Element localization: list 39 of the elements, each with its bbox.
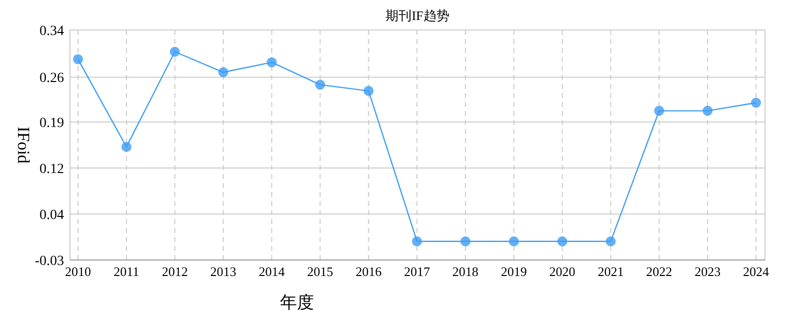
x-tick-label: 2012 [162, 264, 188, 279]
x-tick-label: 2022 [646, 264, 672, 279]
y-tick-label: 0.26 [40, 71, 64, 86]
y-tick-label: 0.04 [40, 208, 64, 223]
point [73, 54, 83, 64]
point [266, 57, 277, 68]
y-tick-label: -0.03 [34, 254, 64, 269]
point [121, 142, 132, 152]
x-tick-label: 2023 [694, 264, 721, 279]
y-tick-label: 0.34 [40, 24, 64, 39]
x-tick-label: 2021 [598, 264, 624, 279]
x-tick-label: 2017 [404, 264, 430, 279]
x-axis-title: 年度 [280, 293, 314, 312]
x-tick-label: 2020 [549, 264, 576, 279]
x-tick-label: 2024 [743, 264, 770, 279]
point [170, 46, 180, 57]
point [751, 98, 761, 108]
point [702, 106, 713, 116]
chart-title: 期刊IF趋势 [386, 8, 450, 23]
x-tick-label: 2018 [452, 264, 478, 279]
x-tick-label: 2014 [258, 264, 286, 279]
point [508, 236, 519, 246]
point [412, 236, 422, 246]
y-tick-label: 0.19 [40, 116, 64, 131]
x-tick-label: 2019 [500, 264, 527, 279]
y-tick-label: 0.12 [40, 162, 64, 177]
point [460, 236, 470, 246]
point [654, 106, 664, 116]
x-tick-label: 2016 [356, 264, 382, 279]
y-axis-title: IFoid [14, 126, 33, 164]
point [218, 67, 228, 78]
x-tick-label: 2010 [65, 264, 91, 279]
x-tick-label: 2015 [307, 264, 334, 279]
x-tick-label: 2011 [114, 264, 140, 279]
x-tick-label: 2013 [210, 264, 236, 279]
point [315, 80, 326, 90]
point [557, 236, 568, 246]
point [606, 236, 616, 246]
point [364, 86, 374, 96]
